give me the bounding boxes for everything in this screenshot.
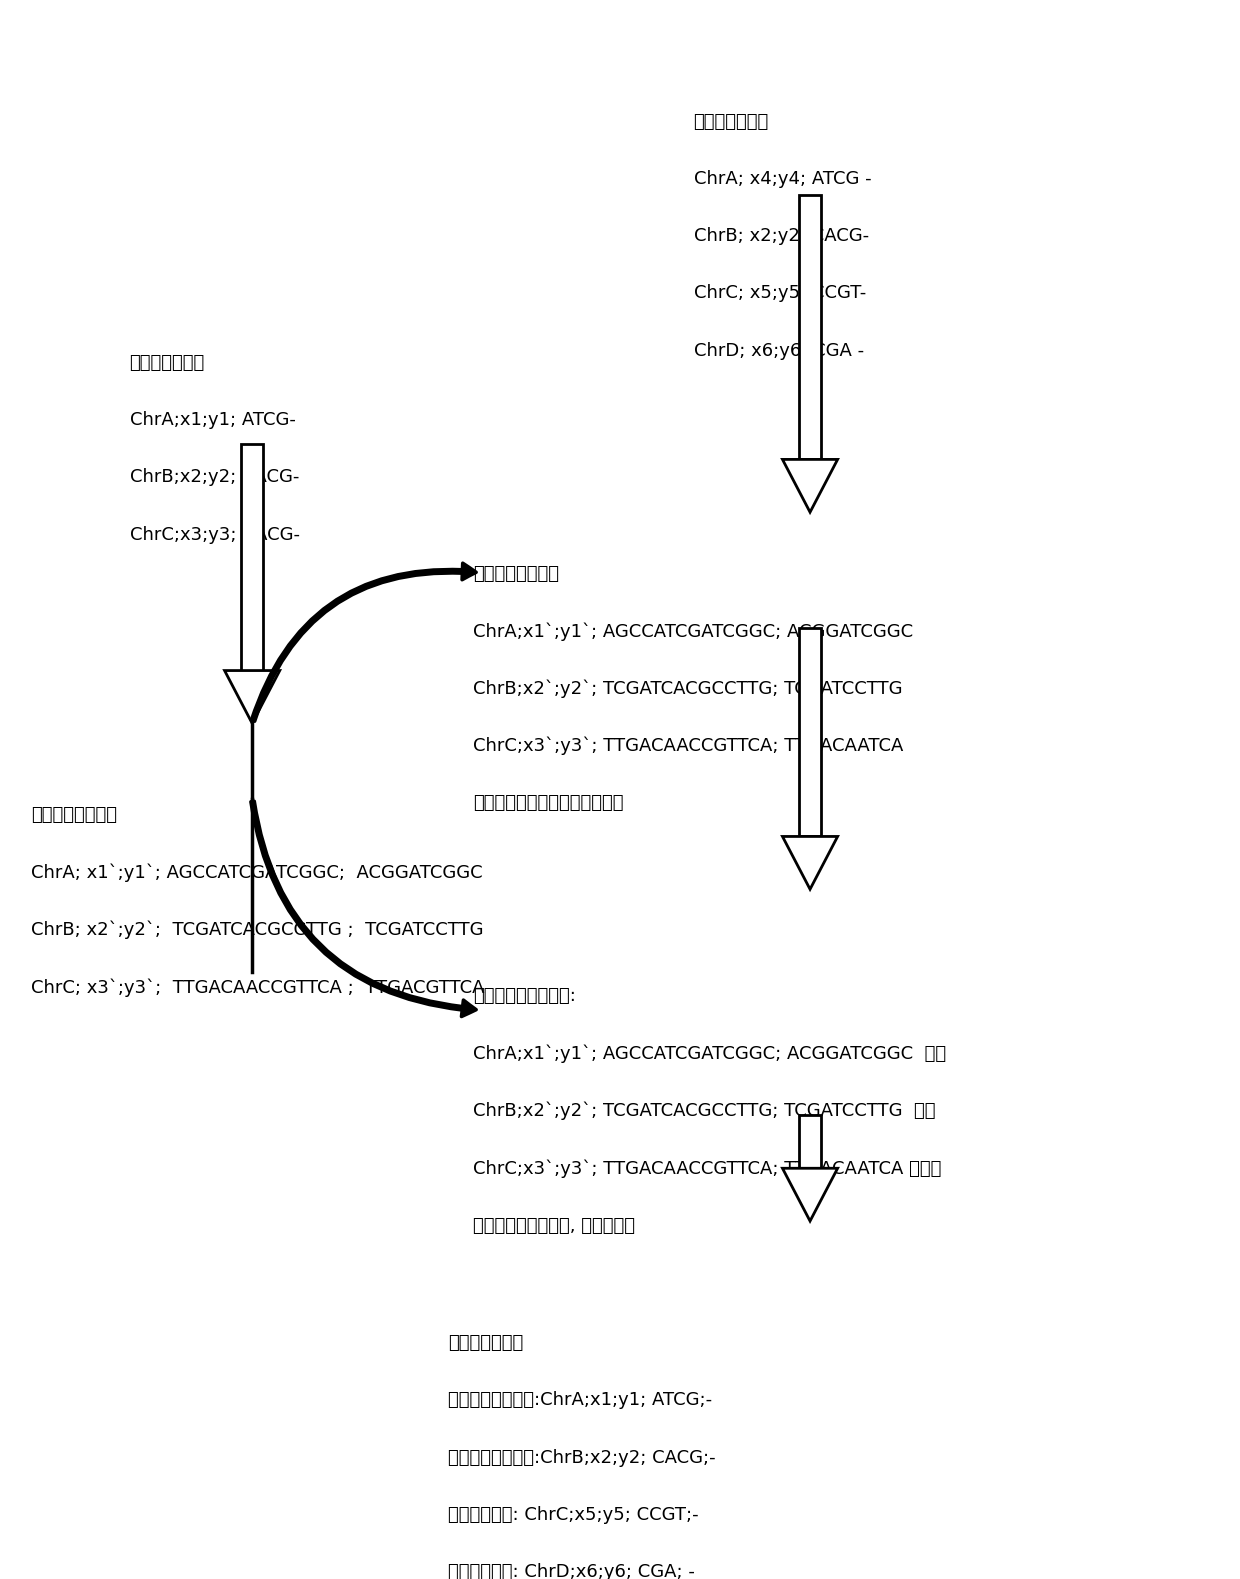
Text: ChrB;x2`;y2`; TCGATCACGCCTTG; TCGATCCTTG: ChrB;x2`;y2`; TCGATCACGCCTTG; TCGATCCTTG xyxy=(472,679,903,698)
Polygon shape xyxy=(224,671,280,723)
Text: ChrA; x1`;y1`; AGCCATCGATCGGC;  ACGGATCGGC: ChrA; x1`;y1`; AGCCATCGATCGGC; ACGGATCGG… xyxy=(31,864,484,883)
Text: 修正为数据库形式:ChrA;x1;y1; ATCG;-: 修正为数据库形式:ChrA;x1;y1; ATCG;- xyxy=(449,1391,713,1410)
Text: 修正为数据库形式:ChrB;x2;y2; CACG;-: 修正为数据库形式:ChrB;x2;y2; CACG;- xyxy=(449,1450,715,1467)
Polygon shape xyxy=(782,837,838,889)
Text: ChrA; x4;y4; ATCG -: ChrA; x4;y4; ATCG - xyxy=(693,171,872,188)
Text: ChrC;x3`;y3`; TTGACAACCGTTCA; TTGACAATCA: ChrC;x3`;y3`; TTGACAACCGTTCA; TTGACAATCA xyxy=(472,737,903,755)
Polygon shape xyxy=(782,1168,838,1221)
Text: 样本突变局部序列: 样本突变局部序列 xyxy=(472,565,559,583)
Text: 突变初筛结果：: 突变初筛结果： xyxy=(693,112,769,131)
Text: ChrB;x2`;y2`; TCGATCACGCCTTG; TCGATCCTTG  一致: ChrB;x2`;y2`; TCGATCACGCCTTG; TCGATCCTTG… xyxy=(472,1102,935,1121)
FancyBboxPatch shape xyxy=(799,628,821,837)
Text: 已知突变局部序列: 已知突变局部序列 xyxy=(31,807,118,824)
FancyArrowPatch shape xyxy=(252,564,476,722)
Text: ChrA;x1`;y1`; AGCCATCGATCGGC; ACGGATCGGC: ChrA;x1`;y1`; AGCCATCGATCGGC; ACGGATCGGC xyxy=(472,622,913,641)
Text: 保留原始形式: ChrD;x6;y6; CGA; -: 保留原始形式: ChrD;x6;y6; CGA; - xyxy=(449,1563,696,1579)
FancyBboxPatch shape xyxy=(799,196,821,459)
Text: ChrB; x2`;y2`;  TCGATCACGCCTTG ;  TCGATCCTTG: ChrB; x2`;y2`; TCGATCACGCCTTG ; TCGATCCT… xyxy=(31,921,484,940)
Text: 突变校准结果：: 突变校准结果： xyxy=(449,1334,523,1352)
Text: ChrA;x1;y1; ATCG-: ChrA;x1;y1; ATCG- xyxy=(129,411,295,429)
Text: 与已知突变比对结果:: 与已知突变比对结果: xyxy=(472,987,575,1006)
Text: ChrB; x2;y2; CACG-: ChrB; x2;y2; CACG- xyxy=(693,227,869,245)
Text: ChrC; x3`;y3`;  TTGACAACCGTTCA ;  TTGACGTTCA: ChrC; x3`;y3`; TTGACAACCGTTCA ; TTGACGTT… xyxy=(31,979,485,996)
FancyArrowPatch shape xyxy=(250,801,476,1017)
Text: 数据库中突变：: 数据库中突变： xyxy=(129,354,205,371)
Text: 不在已知突变区域内, 不进行校准: 不在已知突变区域内, 不进行校准 xyxy=(472,1216,635,1235)
FancyBboxPatch shape xyxy=(241,444,263,671)
Text: ChrC;x3;y3; AACG-: ChrC;x3;y3; AACG- xyxy=(129,526,300,543)
Text: ChrA;x1`;y1`; AGCCATCGATCGGC; ACGGATCGGC  一致: ChrA;x1`;y1`; AGCCATCGATCGGC; ACGGATCGGC… xyxy=(472,1045,946,1063)
Text: ChrB;x2;y2; CACG-: ChrB;x2;y2; CACG- xyxy=(129,469,299,486)
Text: ChrC;x3`;y3`; TTGACAACCGTTCA; TTGACAATCA 不一致: ChrC;x3`;y3`; TTGACAACCGTTCA; TTGACAATCA… xyxy=(472,1159,941,1178)
Text: ChrC; x5;y5; CCGT-: ChrC; x5;y5; CCGT- xyxy=(693,284,866,303)
Polygon shape xyxy=(782,459,838,512)
Text: 不在已知突变区域内不进行校准: 不在已知突变区域内不进行校准 xyxy=(472,794,624,812)
Text: 保留原始形式: ChrC;x5;y5; CCGT;-: 保留原始形式: ChrC;x5;y5; CCGT;- xyxy=(449,1506,699,1524)
FancyBboxPatch shape xyxy=(799,1115,821,1168)
Text: ChrD; x6;y6; CGA -: ChrD; x6;y6; CGA - xyxy=(693,341,864,360)
